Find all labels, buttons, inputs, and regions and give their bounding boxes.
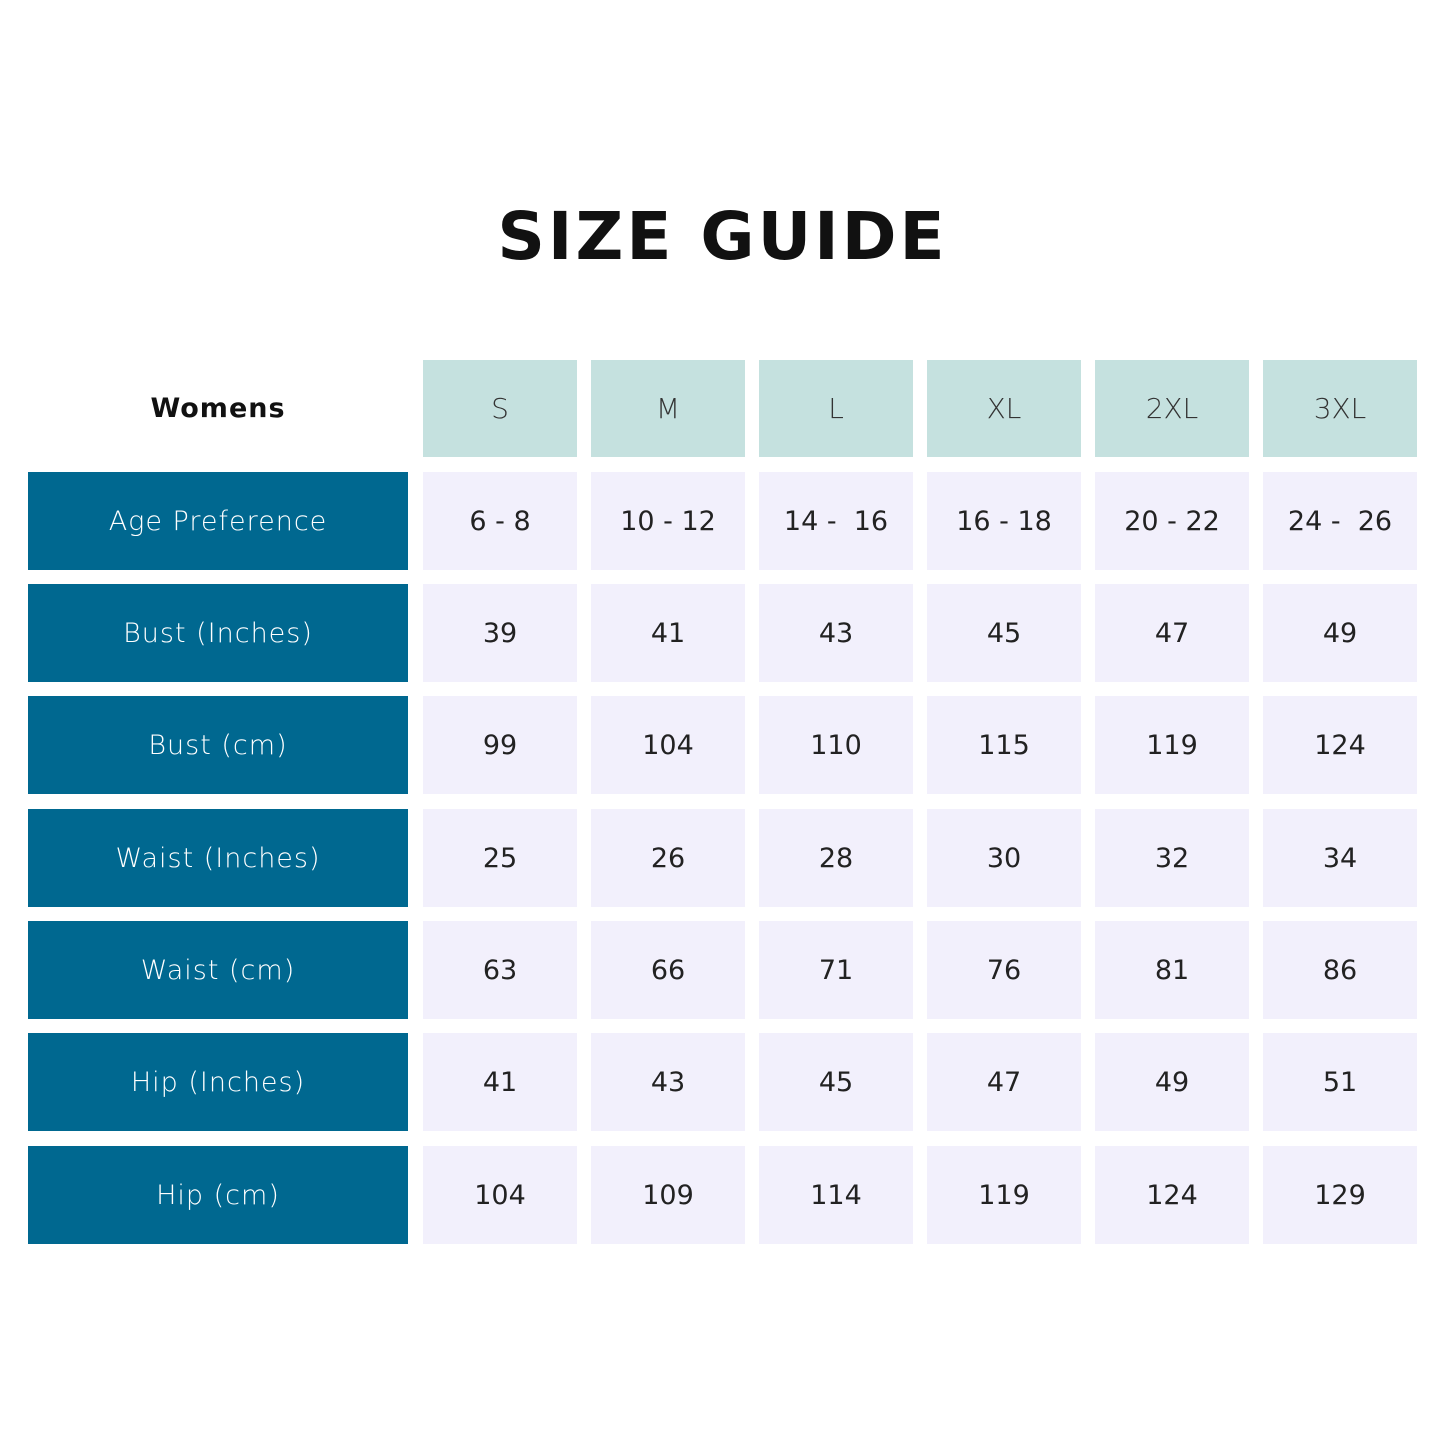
column-header: 3XL — [1263, 360, 1417, 457]
table-cell: 28 — [759, 809, 913, 907]
table-cell: 86 — [1263, 921, 1417, 1019]
row-label: Hip (Inches) — [28, 1033, 408, 1131]
table-cell: 41 — [423, 1033, 577, 1131]
page-title: SIZE GUIDE — [497, 198, 948, 275]
table-cell: 99 — [423, 696, 577, 794]
table-cell: 26 — [591, 809, 745, 907]
table-cell: 34 — [1263, 809, 1417, 907]
table-cell: 110 — [759, 696, 913, 794]
table-cell: 124 — [1095, 1146, 1249, 1244]
table-cell: 114 — [759, 1146, 913, 1244]
table-cell: 24 - 26 — [1263, 472, 1417, 570]
table-cell: 49 — [1095, 1033, 1249, 1131]
table-cell: 10 - 12 — [591, 472, 745, 570]
table-cell: 30 — [927, 809, 1081, 907]
row-label: Bust (cm) — [28, 696, 408, 794]
table-cell: 14 - 16 — [759, 472, 913, 570]
row-label: Bust (Inches) — [28, 584, 408, 682]
table-cell: 109 — [591, 1146, 745, 1244]
column-header: L — [759, 360, 913, 457]
table-cell: 76 — [927, 921, 1081, 1019]
table-cell: 115 — [927, 696, 1081, 794]
table-cell: 71 — [759, 921, 913, 1019]
table-cell: 41 — [591, 584, 745, 682]
row-label: Waist (Inches) — [28, 809, 408, 907]
table-cell: 16 - 18 — [927, 472, 1081, 570]
table-cell: 45 — [759, 1033, 913, 1131]
table-cell: 47 — [927, 1033, 1081, 1131]
table-cell: 45 — [927, 584, 1081, 682]
table-corner-label: Womens — [150, 393, 286, 424]
table-cell: 39 — [423, 584, 577, 682]
table-cell: 124 — [1263, 696, 1417, 794]
table-cell: 104 — [591, 696, 745, 794]
table-cell: 49 — [1263, 584, 1417, 682]
table-cell: 6 - 8 — [423, 472, 577, 570]
column-header: 2XL — [1095, 360, 1249, 457]
column-header: M — [591, 360, 745, 457]
table-cell: 104 — [423, 1146, 577, 1244]
table-cell: 32 — [1095, 809, 1249, 907]
row-label: Age Preference — [28, 472, 408, 570]
row-label: Waist (cm) — [28, 921, 408, 1019]
column-header: S — [423, 360, 577, 457]
table-cell: 20 - 22 — [1095, 472, 1249, 570]
table-cell: 43 — [759, 584, 913, 682]
table-cell: 66 — [591, 921, 745, 1019]
table-cell: 43 — [591, 1033, 745, 1131]
table-cell: 119 — [1095, 696, 1249, 794]
table-cell: 63 — [423, 921, 577, 1019]
table-cell: 47 — [1095, 584, 1249, 682]
table-cell: 129 — [1263, 1146, 1417, 1244]
table-cell: 51 — [1263, 1033, 1417, 1131]
table-cell: 119 — [927, 1146, 1081, 1244]
table-cell: 81 — [1095, 921, 1249, 1019]
row-label: Hip (cm) — [28, 1146, 408, 1244]
table-cell: 25 — [423, 809, 577, 907]
column-header: XL — [927, 360, 1081, 457]
